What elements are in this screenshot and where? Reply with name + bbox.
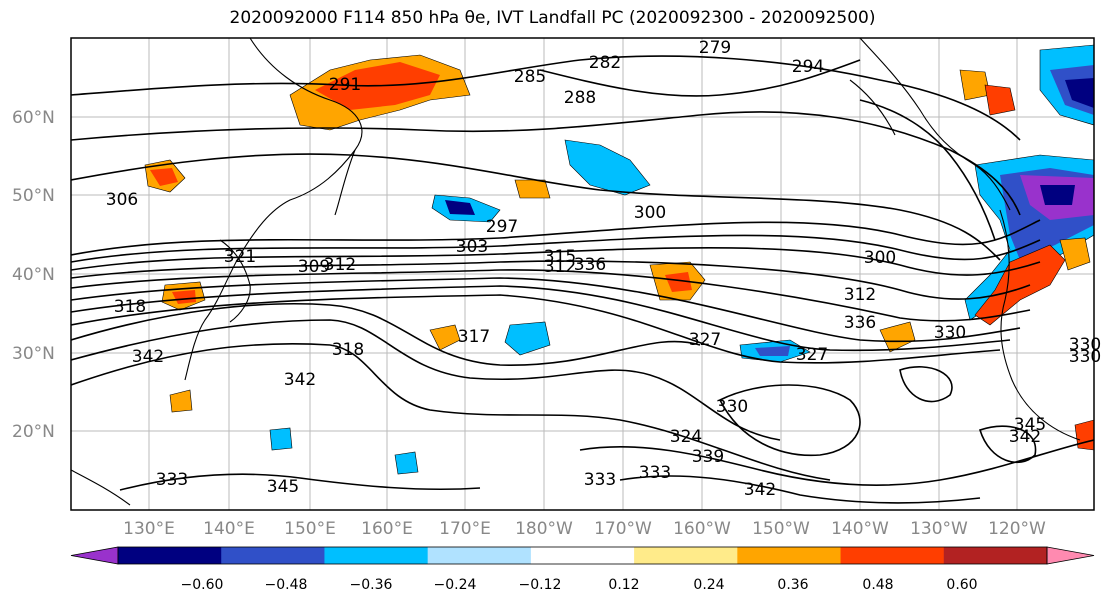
lat-label-20n: 20°N (12, 422, 55, 442)
contour-label: 336 (844, 313, 876, 333)
contour-label: 318 (332, 340, 364, 360)
colorbar-segment (840, 547, 945, 564)
contour-label: 333 (584, 470, 616, 490)
contour-label: 342 (1009, 427, 1041, 447)
contour-label: 282 (589, 53, 621, 73)
lon-label-160e: 160°E (361, 519, 413, 539)
lon-label-170e: 170°E (439, 519, 491, 539)
map-frame (70, 37, 1095, 511)
longitude-labels: 130°E 140°E 150°E 160°E 170°E 180°W 170°… (123, 519, 1046, 539)
contour-label: 327 (796, 345, 828, 365)
contour-label: 279 (699, 38, 731, 58)
contour-label: 318 (114, 297, 146, 317)
lon-label-160w: 160°W (673, 519, 731, 539)
contour-label: 333 (156, 470, 188, 490)
contour-lines (71, 55, 1094, 504)
contour-label: 342 (132, 347, 164, 367)
contour-label: 330 (1069, 347, 1101, 367)
contour-label: 312 (544, 257, 576, 277)
colorbar-tick: −0.12 (519, 577, 562, 593)
colorbar-tick: −0.60 (181, 577, 224, 593)
contour-label: 345 (267, 477, 299, 497)
contour-label: 327 (689, 330, 721, 350)
lon-label-120w: 120°W (988, 519, 1046, 539)
colorbar-tick: 0.12 (608, 577, 639, 593)
colorbar-tick-labels: −0.60 −0.48 −0.36 −0.24 −0.12 0.12 0.24 … (181, 577, 978, 593)
contour-label: 306 (106, 190, 138, 210)
lat-label-50n: 50°N (12, 186, 55, 206)
shading-layer (144, 44, 1094, 475)
colorbar-segment (530, 547, 635, 564)
colorbar (70, 546, 1095, 565)
colorbar-segment (221, 547, 325, 564)
contour-label: 321 (224, 247, 256, 267)
contour-label: 288 (564, 88, 596, 108)
contour-label: 297 (486, 217, 518, 237)
lon-label-130e: 130°E (123, 519, 175, 539)
plot-title: 2020092000 F114 850 hPa θe, IVT Landfall… (229, 8, 876, 28)
colorbar-segment (324, 547, 429, 564)
lat-label-40n: 40°N (12, 265, 55, 285)
colorbar-segment (943, 547, 1048, 564)
lon-label-140e: 140°E (203, 519, 255, 539)
contour-label: 309 (298, 257, 330, 277)
contour-label: 330 (716, 397, 748, 417)
contour-label: 336 (574, 255, 606, 275)
lon-label-150w: 150°W (752, 519, 810, 539)
colorbar-segment (427, 547, 532, 564)
colorbar-tick: 0.24 (693, 577, 724, 593)
colorbar-segment (634, 547, 738, 564)
contour-label: 312 (324, 255, 356, 275)
lat-label-30n: 30°N (12, 344, 55, 364)
coastlines (71, 38, 1081, 506)
contour-label: 300 (864, 248, 896, 268)
colorbar-tick: 0.48 (862, 577, 893, 593)
colorbar-extend-high (1046, 546, 1095, 565)
contour-label: 317 (458, 327, 490, 347)
contour-label: 342 (284, 370, 316, 390)
contour-label: 342 (744, 480, 776, 500)
contour-label: 294 (792, 57, 824, 77)
contour-label: 339 (692, 447, 724, 467)
colorbar-tick: −0.24 (434, 577, 477, 593)
colorbar-tick: 0.36 (777, 577, 808, 593)
contour-label: 330 (934, 323, 966, 343)
latitude-labels: 60°N 50°N 40°N 30°N 20°N (12, 108, 55, 442)
lon-label-130w: 130°W (910, 519, 968, 539)
colorbar-segment (118, 547, 222, 564)
contour-label: 345 (1014, 415, 1046, 435)
contour-label: 291 (329, 75, 361, 95)
colorbar-tick: −0.36 (350, 577, 393, 593)
colorbar-segment (737, 547, 842, 564)
colorbar-extend-low (70, 546, 119, 565)
lon-label-140w: 140°W (831, 519, 889, 539)
lon-label-180w: 180°W (515, 519, 573, 539)
contour-label: 324 (670, 427, 702, 447)
colorbar-tick: −0.48 (265, 577, 308, 593)
colorbar-frame (117, 546, 1048, 565)
lon-label-170w: 170°W (594, 519, 652, 539)
contour-label: 315 (544, 247, 576, 267)
contour-label: 303 (456, 237, 488, 257)
contour-label: 300 (634, 203, 666, 223)
colorbar-tick: 0.60 (946, 577, 977, 593)
contour-label: 312 (844, 285, 876, 305)
contour-label: 285 (514, 67, 546, 87)
lat-label-60n: 60°N (12, 108, 55, 128)
lon-label-150e: 150°E (284, 519, 336, 539)
contour-label: 333 (639, 463, 671, 483)
contour-label: 330 (1069, 335, 1101, 355)
